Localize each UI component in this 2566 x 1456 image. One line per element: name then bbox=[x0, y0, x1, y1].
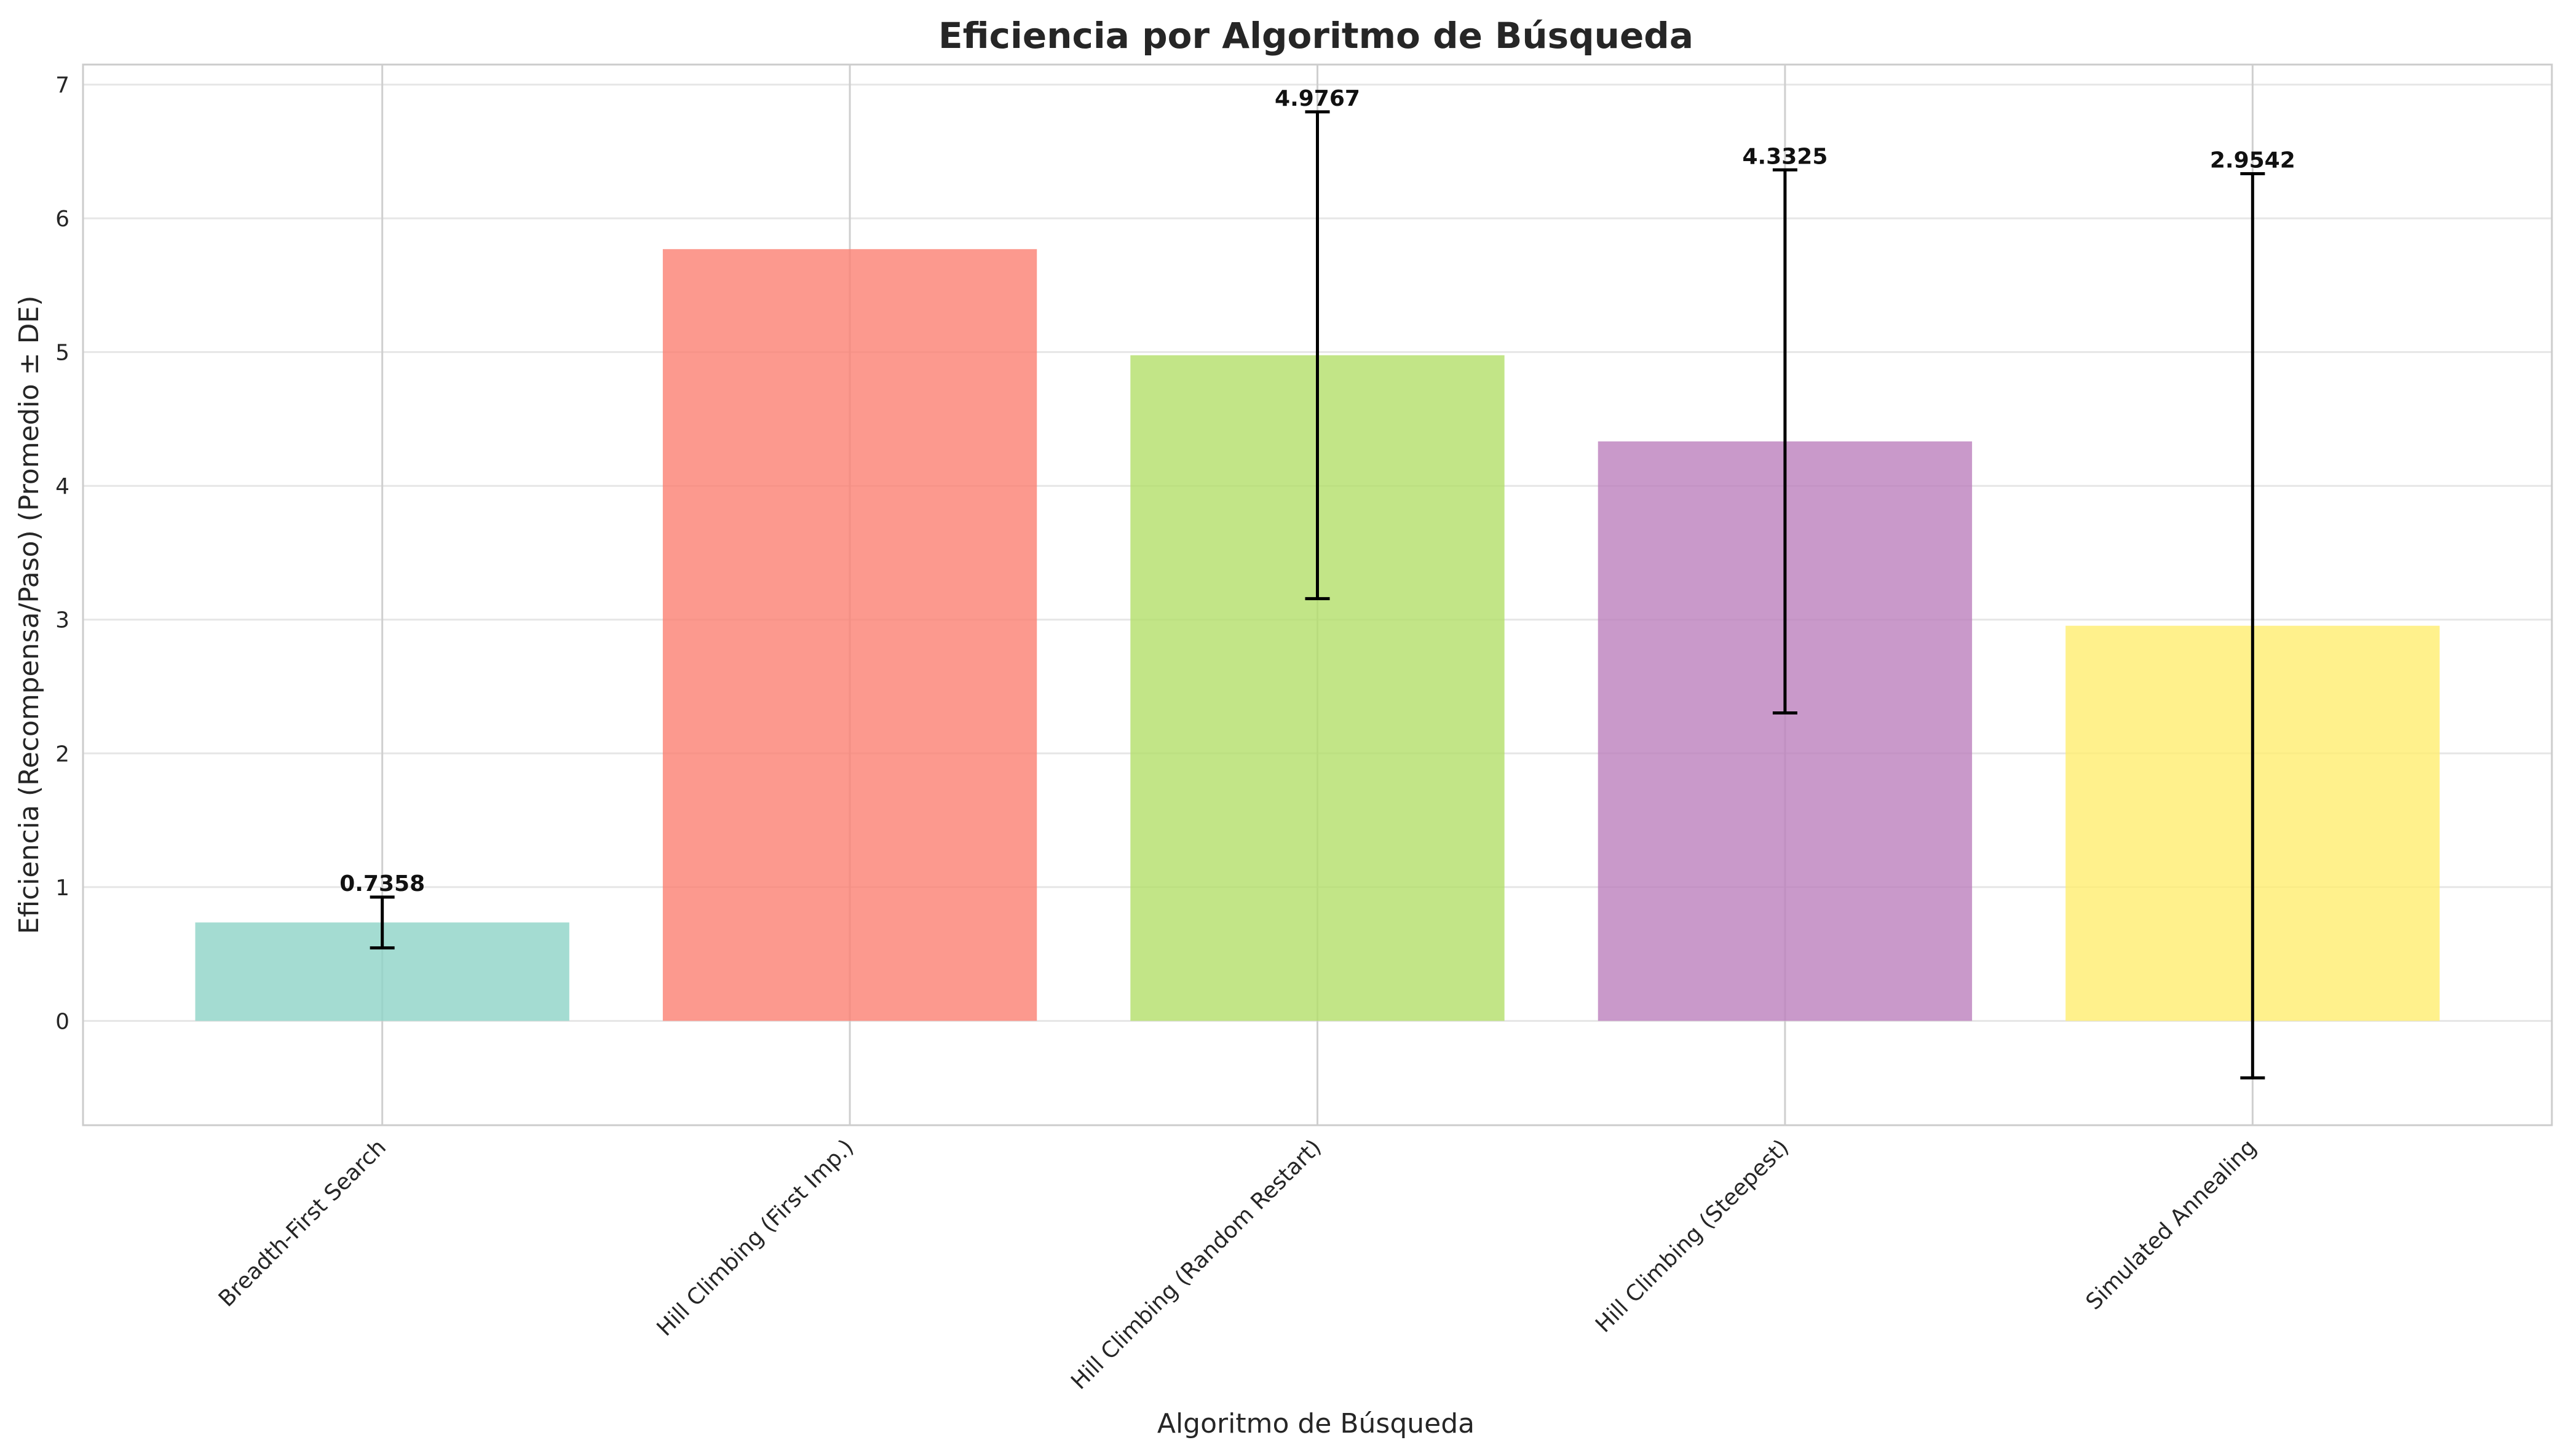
x-tick-label: Breadth-First Search bbox=[214, 1134, 391, 1312]
x-axis-label: Algoritmo de Búsqueda bbox=[1157, 1408, 1475, 1439]
error-bars bbox=[370, 110, 2265, 1080]
y-tick-label: 7 bbox=[55, 73, 69, 98]
x-tick-label: Hill Climbing (First Imp.) bbox=[652, 1134, 859, 1341]
y-tick-label: 5 bbox=[55, 341, 69, 366]
y-tick-label: 0 bbox=[55, 1009, 69, 1034]
x-tick-labels: Breadth-First Search Hill Climbing (First… bbox=[214, 1134, 2262, 1395]
y-tick-label: 6 bbox=[55, 207, 69, 232]
y-tick-label: 2 bbox=[55, 742, 69, 767]
plot-frame bbox=[82, 63, 2553, 1126]
chart-title: Eficiencia por Algoritmo de Búsqueda bbox=[938, 15, 1693, 57]
bar bbox=[662, 249, 1037, 1021]
y-tick-labels: 0 1 2 3 4 5 6 7 bbox=[55, 73, 69, 1035]
x-tick-label: Hill Climbing (Steepest) bbox=[1591, 1134, 1794, 1337]
value-labels: 0.7358 4.9767 4.3325 2.9542 bbox=[339, 86, 2295, 896]
value-label: 2.9542 bbox=[2210, 148, 2295, 173]
y-tick-label: 3 bbox=[55, 608, 69, 633]
y-tick-label: 4 bbox=[55, 474, 69, 499]
x-tick-label: Simulated Annealing bbox=[2081, 1134, 2262, 1315]
value-label: 4.9767 bbox=[1275, 86, 1360, 111]
y-tick-label: 1 bbox=[55, 876, 69, 901]
x-tick-label: Hill Climbing (Random Restart) bbox=[1066, 1134, 1326, 1395]
value-label: 4.3325 bbox=[1742, 144, 1827, 169]
value-label: 0.7358 bbox=[339, 871, 425, 896]
y-axis-label: Eficiencia (Recompensa/Paso) (Promedio ±… bbox=[14, 296, 45, 935]
